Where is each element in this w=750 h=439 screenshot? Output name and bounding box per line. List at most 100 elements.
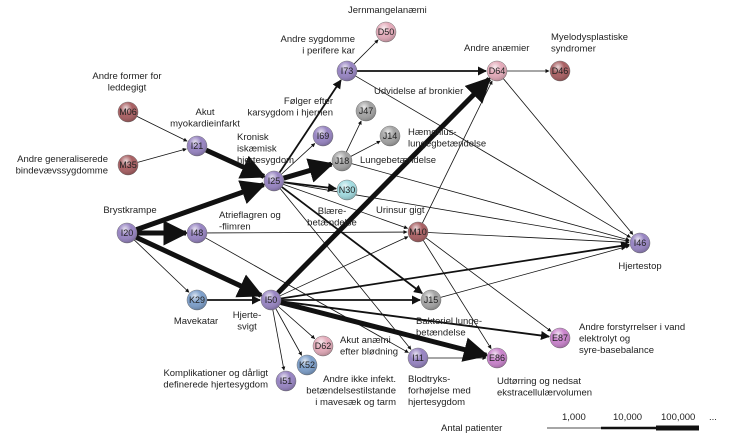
node-I73: I73 bbox=[336, 60, 358, 82]
node-label: Andre former for leddegigt bbox=[92, 71, 161, 94]
edge-I25-M10 bbox=[283, 183, 409, 230]
node-label: Andre ikke infekt. betændelsestilstande i … bbox=[306, 374, 396, 408]
node-D50: D50 bbox=[375, 21, 397, 43]
edge-J18-J47 bbox=[345, 120, 362, 153]
node-code: I21 bbox=[191, 141, 204, 151]
node-code: K52 bbox=[299, 360, 315, 370]
label-line: Andre ikke infekt. bbox=[323, 374, 396, 385]
node-label: Andre sygdomme i perifere kar bbox=[281, 34, 355, 57]
node-code: N30 bbox=[339, 185, 356, 195]
legend-tick-100000: 100,000 bbox=[661, 412, 695, 423]
node-code: I48 bbox=[191, 228, 204, 238]
node-gloss bbox=[187, 136, 207, 156]
label-line: elektrolyt og bbox=[579, 334, 630, 345]
node-M35: M35 bbox=[117, 154, 139, 176]
label-line: Andre generaliserede bbox=[17, 154, 108, 165]
edge-M06-I21 bbox=[136, 116, 188, 142]
edge-I20-I50 bbox=[135, 234, 264, 298]
node-I20: I20 bbox=[116, 222, 138, 244]
node-J18: J18 bbox=[331, 150, 353, 172]
label-line: betændelsestilstande bbox=[306, 386, 396, 397]
label-line: -flimren bbox=[219, 222, 251, 233]
node-D46: D46 bbox=[549, 60, 571, 82]
node-D64: D64 bbox=[486, 60, 508, 82]
node-I48: I48 bbox=[186, 222, 208, 244]
node-code: I11 bbox=[412, 353, 424, 363]
node-gloss bbox=[117, 223, 137, 243]
edge-J15-I46 bbox=[440, 244, 630, 298]
label-line: Andre sygdomme bbox=[281, 34, 355, 45]
label-line: hjertesygdom bbox=[408, 397, 465, 408]
node-label: Jernmangelanæmi bbox=[348, 5, 427, 16]
label-line: Hjertestop bbox=[618, 261, 661, 272]
node-gloss bbox=[297, 355, 317, 375]
edge-I50-M10 bbox=[279, 236, 409, 297]
label-line: svigt bbox=[237, 322, 257, 333]
label-line: Akut bbox=[195, 107, 214, 118]
label-line: karsygdom i hjernen bbox=[247, 108, 333, 119]
node-code: D62 bbox=[315, 341, 332, 351]
node-gloss bbox=[332, 151, 352, 171]
node-gloss bbox=[408, 222, 428, 242]
edge-I25-I69 bbox=[281, 143, 316, 175]
node-label: Hjerte-svigt bbox=[233, 310, 262, 333]
label-line: Mavekatar bbox=[174, 316, 218, 327]
node-gloss bbox=[376, 22, 396, 42]
label-line: betændelse bbox=[307, 218, 357, 229]
label-line: iskæmisk bbox=[237, 144, 277, 155]
node-label: Udvidelse af bronkier bbox=[374, 86, 463, 97]
legend-tick-more: ... bbox=[709, 412, 717, 423]
label-line: Hjerte- bbox=[233, 310, 262, 321]
node-gloss bbox=[313, 126, 333, 146]
edge-M10-I46 bbox=[427, 232, 630, 245]
label-line: syre-basebalance bbox=[579, 345, 654, 356]
node-code: I25 bbox=[268, 176, 281, 186]
node-E86: E86 bbox=[486, 347, 508, 369]
label-line: Følger efter bbox=[284, 96, 333, 107]
node-label: Andre forstyrrelser i vand elektrolyt og s… bbox=[579, 322, 685, 356]
edge-I48-M10 bbox=[206, 230, 408, 235]
label-line: Atrieflagren og bbox=[219, 210, 281, 221]
label-line: efter blødning bbox=[340, 347, 398, 358]
node-gloss bbox=[630, 233, 650, 253]
label-line: Hæmofilus- bbox=[408, 127, 457, 138]
node-gloss bbox=[276, 371, 296, 391]
node-code: M35 bbox=[119, 160, 137, 170]
edge-J18-J14 bbox=[350, 140, 381, 157]
node-gloss bbox=[550, 61, 570, 81]
label-line: syndromer bbox=[551, 44, 596, 55]
label-line: lungegbetændelse bbox=[408, 139, 486, 150]
edge-M10-D64 bbox=[422, 80, 493, 224]
node-code: D64 bbox=[489, 66, 506, 76]
label-line: Myelodysplastiske bbox=[551, 32, 628, 43]
node-gloss bbox=[261, 290, 281, 310]
label-line: Andre forstyrrelser i vand bbox=[579, 322, 685, 333]
label-line: Udvidelse af bronkier bbox=[374, 86, 463, 97]
edge-I20-I25 bbox=[135, 180, 266, 233]
node-label: Komplikationer og dårligt definerede hjer… bbox=[163, 368, 268, 391]
node-K29: K29 bbox=[186, 289, 208, 311]
node-code: I73 bbox=[341, 66, 354, 76]
edges bbox=[133, 39, 634, 371]
node-code: M10 bbox=[409, 227, 427, 237]
label-line: Kronisk bbox=[237, 132, 269, 143]
node-K52: K52 bbox=[296, 354, 318, 376]
node-code: I46 bbox=[634, 238, 647, 248]
edge-I50-E86 bbox=[280, 300, 489, 362]
edge-I25-I11 bbox=[280, 188, 412, 350]
node-gloss bbox=[356, 101, 376, 121]
node-M06: M06 bbox=[117, 101, 139, 123]
node-label: Hæmofilus-lungegbetændelse bbox=[408, 127, 486, 150]
node-gloss bbox=[264, 171, 284, 191]
node-label: Kronisk iskæmisk hjertesygdom bbox=[237, 132, 294, 166]
legend-title: Antal patienter bbox=[441, 423, 502, 434]
node-label: Urinsur gigt bbox=[376, 205, 425, 216]
node-J15: J15 bbox=[420, 289, 442, 311]
node-gloss bbox=[380, 126, 400, 146]
node-gloss bbox=[550, 328, 570, 348]
node-E87: E87 bbox=[549, 327, 571, 349]
node-J14: J14 bbox=[379, 125, 401, 147]
node-label: Akut anæmi efter blødning bbox=[340, 335, 398, 358]
edge-D64-I46 bbox=[503, 78, 634, 235]
